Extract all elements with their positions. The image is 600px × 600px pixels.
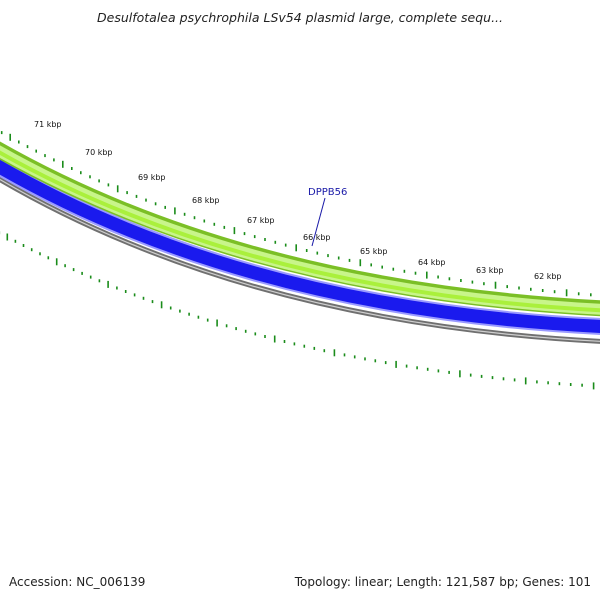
kbp-label: 69 kbp xyxy=(138,173,166,182)
upper-tick-track xyxy=(0,131,592,297)
forward-strand-band-mid xyxy=(0,150,600,313)
kbp-label: 68 kbp xyxy=(192,196,220,205)
kbp-label: 63 kbp xyxy=(476,266,504,275)
kbp-label: 64 kbp xyxy=(418,258,446,267)
backbone-track-highlight xyxy=(0,178,600,342)
kbp-label: 70 kbp xyxy=(85,148,113,157)
accession-text: Accession: NC_006139 xyxy=(9,575,146,589)
gene-label[interactable]: DPPB56 xyxy=(308,187,347,198)
kbp-label: 67 kbp xyxy=(247,216,275,225)
page-title: Desulfotalea psychrophila LSv54 plasmid … xyxy=(97,10,503,25)
topology-summary: Topology: linear; Length: 121,587 bp; Ge… xyxy=(294,575,591,589)
kbp-label: 65 kbp xyxy=(360,247,388,256)
kbp-label: 62 kbp xyxy=(534,272,562,281)
gene-label-pointer xyxy=(311,197,326,247)
lower-tick-track xyxy=(0,231,595,390)
reverse-strand-band xyxy=(0,159,600,333)
kbp-label: 66 kbp xyxy=(303,233,331,242)
kbp-label: 71 kbp xyxy=(34,120,62,129)
